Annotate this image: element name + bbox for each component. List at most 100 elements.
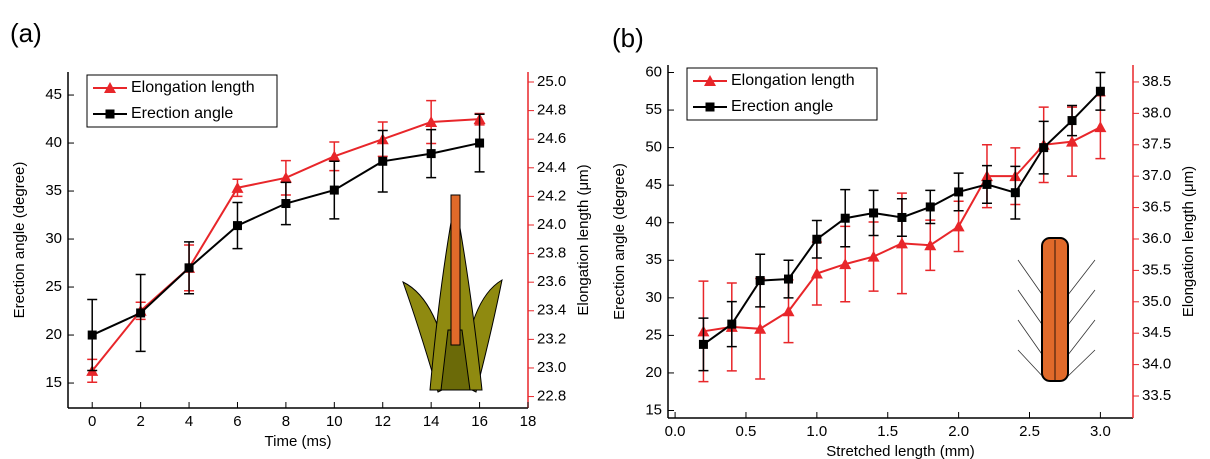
x-tick-label: 1.5 (877, 423, 898, 440)
x-tick-label: 2 (136, 413, 144, 430)
legend-box (86, 74, 278, 128)
y2-tick-label: 35.5 (1142, 261, 1171, 278)
y-tick-label: 15 (645, 401, 662, 418)
y2-tick-label: 24.8 (537, 102, 566, 119)
marker (1094, 121, 1107, 133)
y-axis-label: Erection angle (degree) (11, 162, 28, 319)
y2-tick-label: 24.2 (537, 187, 566, 204)
y2-tick-label: 24.0 (537, 216, 566, 233)
y2-tick-label: 23.8 (537, 245, 566, 262)
marker (184, 263, 194, 273)
legend-label: Erection angle (731, 98, 833, 115)
marker (426, 149, 436, 159)
x-tick-label: 2.0 (948, 423, 969, 440)
inset-stem (1017, 237, 1096, 382)
y-axis-label: Erection angle (degree) (611, 163, 628, 320)
y2-tick-label: 35.0 (1142, 293, 1171, 310)
y-tick-label: 30 (645, 289, 662, 306)
x-tick-label: 16 (471, 413, 488, 430)
x-tick-label: 4 (185, 413, 193, 430)
legend-marker (105, 109, 115, 119)
marker (698, 339, 708, 349)
marker (867, 250, 880, 262)
marker (727, 319, 737, 329)
x-tick-label: 0.0 (665, 423, 686, 440)
marker (329, 185, 339, 195)
y-tick-label: 25 (645, 326, 662, 343)
y2-tick-label: 23.2 (537, 330, 566, 347)
x-tick-label: 12 (374, 413, 391, 430)
x-tick-label: 1.0 (806, 423, 827, 440)
y-tick-label: 55 (645, 101, 662, 118)
marker (232, 221, 242, 231)
marker (378, 156, 388, 166)
marker (281, 199, 291, 209)
marker (1067, 116, 1077, 126)
marker (1066, 135, 1079, 147)
legend-box (686, 67, 878, 121)
marker (839, 258, 852, 270)
marker (1095, 86, 1105, 96)
marker (1010, 188, 1020, 198)
marker (87, 330, 97, 340)
x-tick-label: 6 (233, 413, 241, 430)
y2-tick-label: 25.0 (537, 73, 566, 90)
marker (924, 239, 937, 251)
marker (425, 116, 438, 128)
legend-marker (104, 82, 116, 93)
y2-tick-label: 24.4 (537, 159, 566, 176)
legend-marker (704, 75, 716, 86)
y-tick-label: 15 (45, 374, 62, 391)
y-tick-label: 50 (645, 139, 662, 156)
x-tick-label: 10 (326, 413, 343, 430)
x-tick-label: 0 (88, 413, 96, 430)
y-tick-label: 40 (645, 214, 662, 231)
marker (952, 220, 965, 232)
marker (328, 150, 341, 162)
y-tick-label: 45 (45, 86, 62, 103)
y-tick-label: 20 (645, 364, 662, 381)
legend-label: Erection angle (131, 105, 233, 122)
legend-label: Elongation length (131, 79, 255, 96)
x-tick-label: 18 (520, 413, 537, 430)
marker (954, 187, 964, 197)
marker (810, 267, 823, 279)
y-tick-label: 35 (45, 182, 62, 199)
x-tick-label: 2.5 (1019, 423, 1040, 440)
y2-tick-label: 24.6 (537, 130, 566, 147)
y2-tick-label: 37.0 (1142, 167, 1171, 184)
marker (784, 274, 794, 284)
y2-tick-label: 23.0 (537, 359, 566, 376)
marker (840, 213, 850, 223)
marker (754, 322, 767, 334)
y2-tick-label: 34.0 (1142, 356, 1171, 373)
marker (1039, 143, 1049, 153)
y2-tick-label: 37.5 (1142, 136, 1171, 153)
marker (475, 138, 485, 148)
legend-label: Elongation length (731, 72, 855, 89)
marker (812, 234, 822, 244)
inset-plant (402, 194, 503, 393)
y2-tick-label: 38.0 (1142, 104, 1171, 121)
y-tick-label: 25 (45, 278, 62, 295)
marker (755, 276, 765, 286)
y-tick-label: 60 (645, 63, 662, 80)
y-tick-label: 40 (45, 134, 62, 151)
y-tick-label: 45 (645, 176, 662, 193)
marker (869, 208, 879, 218)
x-tick-label: 8 (282, 413, 290, 430)
y-tick-label: 30 (45, 230, 62, 247)
y2-tick-label: 34.5 (1142, 324, 1171, 341)
marker (279, 171, 292, 183)
y2-tick-label: 23.6 (537, 273, 566, 290)
x-tick-label: 14 (423, 413, 440, 430)
y2-tick-label: 36.0 (1142, 230, 1171, 247)
y2-tick-label: 38.5 (1142, 73, 1171, 90)
y2-tick-label: 23.4 (537, 302, 566, 319)
y2-axis-label: Elongation length (μm) (575, 164, 592, 315)
y2-tick-label: 22.8 (537, 388, 566, 405)
legend-marker (705, 102, 715, 112)
y2-tick-label: 33.5 (1142, 387, 1171, 404)
panel-label: (b) (612, 23, 644, 53)
